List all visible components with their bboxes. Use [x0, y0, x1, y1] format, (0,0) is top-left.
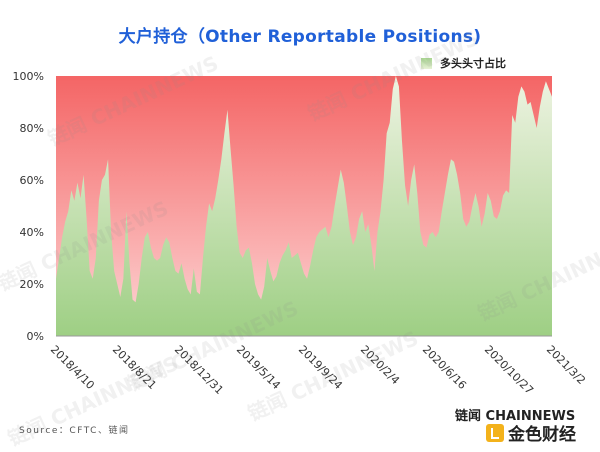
y-tick-label: 0% — [27, 330, 44, 343]
x-tick-label: 2018/8/21 — [110, 343, 159, 392]
y-tick-label: 100% — [13, 70, 44, 83]
y-tick-label: 40% — [20, 226, 44, 239]
x-tick-label: 2018/12/31 — [172, 343, 226, 397]
source-note: Source：CFTC、链闻 — [19, 426, 130, 436]
jinse-logo-icon — [486, 423, 504, 442]
legend-swatch — [421, 57, 432, 69]
series-area-long-position-share — [56, 76, 552, 336]
y-axis: 0% 20% 40% 60% 80% 100% — [13, 70, 44, 343]
jinse-logo: 金色财经 — [486, 420, 576, 445]
x-tick-label: 2018/4/10 — [48, 343, 97, 392]
y-tick-label: 60% — [20, 174, 44, 187]
chainnews-brand: 链闻 CHAINNEWS — [455, 409, 576, 424]
x-tick-label: 2020/2/4 — [358, 343, 402, 387]
chart-title: 大户持仓（Other Reportable Positions) — [118, 27, 482, 47]
legend-label: 多头头寸占比 — [440, 57, 506, 70]
y-tick-label: 20% — [20, 278, 44, 291]
x-tick-label: 2019/9/24 — [296, 343, 345, 392]
y-tick-label: 80% — [20, 122, 44, 135]
x-tick-label: 2021/3/2 — [544, 343, 588, 387]
x-tick-label: 2019/5/14 — [234, 343, 283, 392]
jinse-logo-text: 金色财经 — [508, 425, 576, 445]
x-tick-label: 2020/10/27 — [482, 343, 536, 397]
x-axis: 2018/4/10 2018/8/21 2018/12/31 2019/5/14 201… — [48, 343, 588, 397]
legend: 多头头寸占比 — [421, 55, 506, 71]
x-tick-label: 2020/6/16 — [420, 343, 469, 392]
